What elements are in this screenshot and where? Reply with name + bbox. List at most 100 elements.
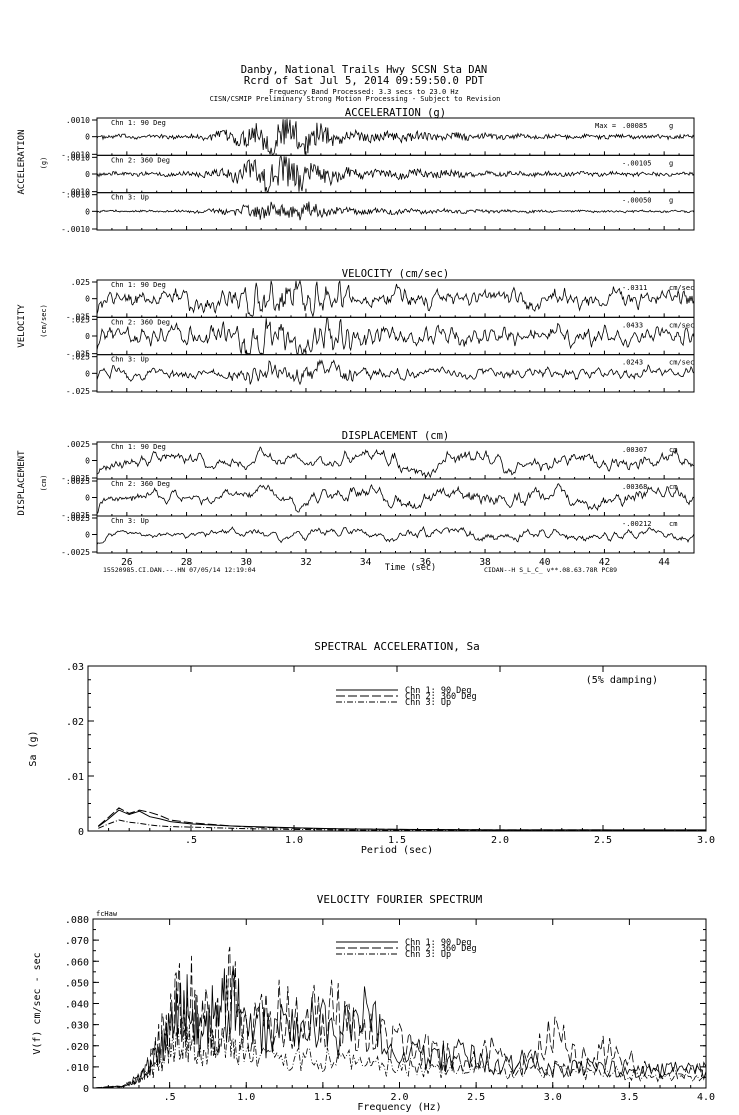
- time-xtick-label: 38: [479, 557, 491, 568]
- channel-peak-unit: g: [669, 197, 673, 205]
- chart-xtick-label: 3.0: [697, 835, 715, 846]
- chart-ylabel: Sa (g): [28, 730, 39, 766]
- channel-peak-value: -.00105: [622, 159, 652, 167]
- chart-xtick-label: .5: [185, 835, 197, 846]
- footer-processing-code: CIDAN--H S_L_C_ v**.08.63.78R PC89: [484, 566, 617, 574]
- channel-trace: [96, 446, 695, 479]
- chart-xtick-label: 2.0: [390, 1092, 408, 1103]
- chart-title: VELOCITY FOURIER SPECTRUM: [317, 893, 483, 906]
- channel-ytick-label: 0: [85, 295, 90, 304]
- report-header: Danby, National Trails Hwy SCSN Sta DAN …: [210, 64, 501, 103]
- chart-ytick-label: .040: [65, 1000, 89, 1011]
- channel-ytick-label: -.0010: [61, 188, 90, 197]
- series-line: [92, 965, 707, 1089]
- channel-ytick-label: 0: [85, 494, 90, 503]
- chart-xtick-label: 2.0: [491, 835, 509, 846]
- channel-peak-unit: g: [669, 122, 673, 130]
- time-history-panels: ACCELERATION (g) ACCELERATION (g) Chn 1: 90…: [17, 107, 695, 573]
- channel-ytick-label: 0: [85, 369, 90, 378]
- chart-ytick-label: .030: [65, 1021, 89, 1032]
- chart-ytick-label: .080: [65, 915, 89, 926]
- channel-ytick-label: .0025: [66, 440, 90, 449]
- chart-frame: [87, 665, 707, 832]
- chart-xtick-label: 2.5: [467, 1092, 485, 1103]
- panel-yunit: (cm): [40, 475, 48, 492]
- time-xtick-label: 30: [241, 557, 253, 568]
- channel-trace: [96, 525, 695, 545]
- panel-yunit: (g): [40, 157, 48, 170]
- chart-xlabel: Period (sec): [361, 845, 433, 856]
- channel-peak-value: -.0311: [622, 284, 647, 292]
- channel-peak-value: .00085: [622, 122, 647, 130]
- chart-ytick-label: .01: [66, 772, 84, 783]
- channel-trace: [96, 118, 695, 155]
- channel-peak-value: .0243: [622, 359, 643, 367]
- channel-ytick-label: 0: [85, 170, 90, 179]
- panel-ylabel: VELOCITY: [17, 304, 27, 348]
- channel-frame: [96, 279, 695, 318]
- chart-xlabel: Frequency (Hz): [357, 1102, 441, 1113]
- chart-xtick-label: 3.5: [620, 1092, 638, 1103]
- chart-xtick-label: 1.0: [237, 1092, 255, 1103]
- chart-ytick-label: .03: [66, 662, 84, 673]
- chart-xtick-label: .5: [164, 1092, 176, 1103]
- channel-peak-value: -.00050: [622, 197, 652, 205]
- time-xtick-label: 44: [658, 557, 670, 568]
- chart-xtick-label: 4.0: [697, 1092, 715, 1103]
- channel-peak-unit: cm/sec: [669, 359, 694, 367]
- channel-frame: [96, 316, 695, 356]
- panel-ylabel: DISPLACEMENT: [17, 450, 27, 516]
- header-disclaimer: CISN/CSMIP Preliminary Strong Motion Pro…: [210, 95, 501, 103]
- channel-peak-unit: cm/sec: [669, 284, 694, 292]
- channel-ytick-label: -.0010: [61, 225, 90, 234]
- footer-record-id: 15520985.CI.DAN.--.HN 07/05/14 12:19:04: [103, 566, 256, 574]
- channel-peak-prefix: Max =: [595, 122, 616, 130]
- channel-name: Chn 2: 360 Deg: [111, 480, 170, 488]
- channel-name: Chn 1: 90 Deg: [111, 443, 166, 451]
- legend-label: Chn 3: Up: [405, 950, 451, 960]
- channel-ytick-label: -.0025: [61, 548, 90, 557]
- channel-ytick-label: 0: [85, 457, 90, 466]
- header-frequency-band: Frequency Band Processed: 3.3 secs to 23…: [269, 88, 459, 96]
- panel-title: ACCELERATION (g): [345, 107, 446, 119]
- time-xtick-label: 40: [539, 557, 551, 568]
- channel-trace: [96, 155, 695, 193]
- channel-ytick-label: -.0025: [61, 474, 90, 483]
- channel-ytick-label: .0025: [66, 514, 90, 523]
- channel-name: Chn 3: Up: [111, 517, 149, 525]
- series-line: [92, 1024, 707, 1089]
- legend-label: Chn 1: 90 Deg: [405, 686, 472, 696]
- chart-ytick-label: .020: [65, 1042, 89, 1053]
- channel-ytick-label: .0025: [66, 477, 90, 486]
- channel-ytick-label: .025: [71, 278, 90, 287]
- chart-xtick-label: 2.5: [594, 835, 612, 846]
- panel-ylabel: ACCELERATION: [17, 129, 27, 194]
- header-record-time: Rcrd of Sat Jul 5, 2014 09:59:50.0 PDT: [244, 75, 485, 87]
- channel-ytick-label: .025: [71, 315, 90, 324]
- channel-ytick-label: .0010: [66, 153, 90, 162]
- channel-peak-unit: g: [669, 159, 673, 167]
- channel-ytick-label: -.0010: [61, 150, 90, 159]
- legend-label: Chn 3: Up: [405, 698, 451, 708]
- channel-ytick-label: -.025: [66, 350, 90, 359]
- chart-ytick-label: .02: [66, 717, 84, 728]
- chart-ytick-label: 0: [83, 1084, 89, 1095]
- chart-ylabel: V(f) cm/sec - sec: [32, 952, 43, 1054]
- time-xtick-label: 26: [121, 557, 133, 568]
- channel-name: Chn 2: 360 Deg: [111, 156, 170, 164]
- time-xtick-label: 36: [420, 557, 432, 568]
- channel-name: Chn 3: Up: [111, 194, 149, 202]
- chart-title: SPECTRAL ACCELERATION, Sa: [314, 640, 480, 653]
- header-station: Danby, National Trails Hwy SCSN Sta DAN: [241, 64, 488, 76]
- series-line: [97, 807, 707, 831]
- chart-ytick-label: .010: [65, 1063, 89, 1074]
- chart-ytick-label: 0: [78, 827, 84, 838]
- channel-name: Chn 2: 360 Deg: [111, 318, 170, 326]
- channel-name: Chn 1: 90 Deg: [111, 281, 166, 289]
- channel-peak-unit: cm/sec: [669, 321, 694, 329]
- channel-peak-value: -.00212: [622, 520, 652, 528]
- channel-trace: [96, 359, 695, 386]
- channel-peak-value: .00368: [622, 483, 647, 491]
